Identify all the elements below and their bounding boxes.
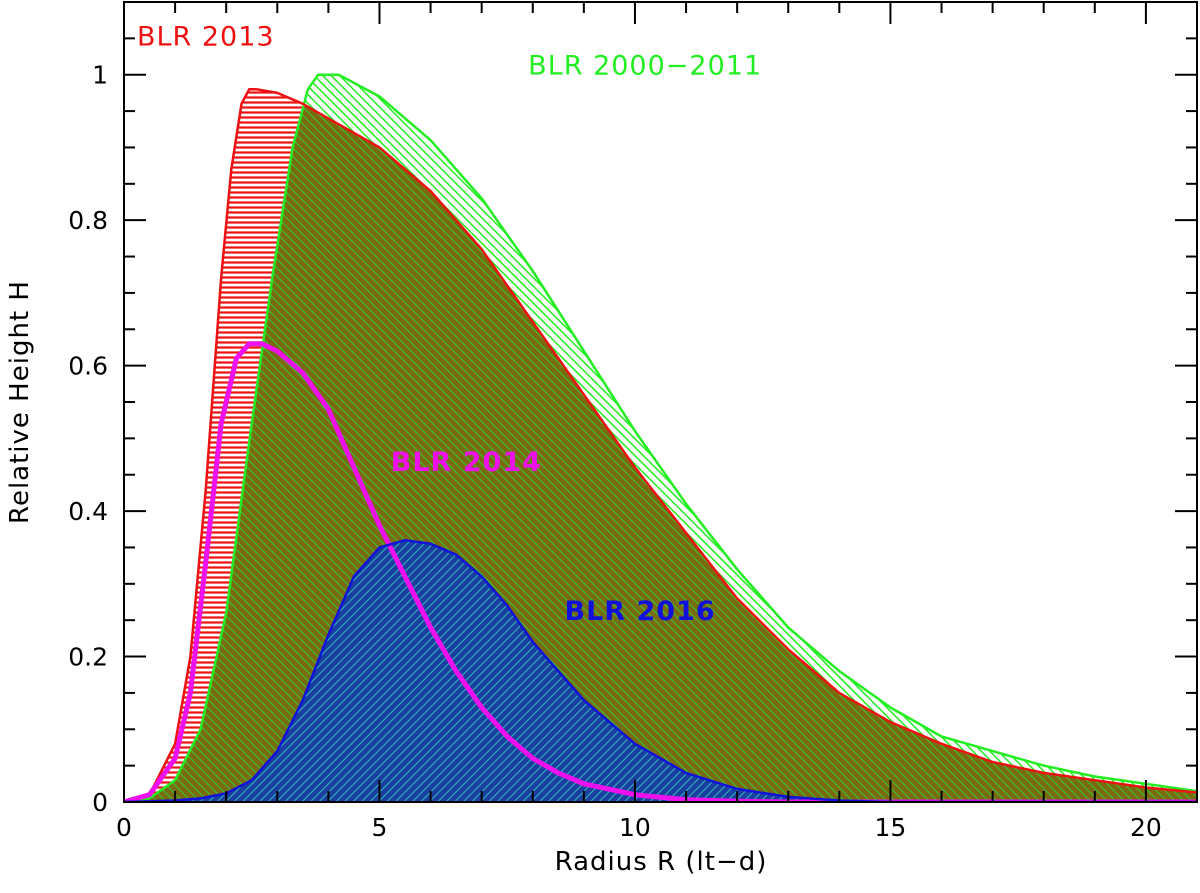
line-blr-2000-2011 — [124, 73, 1197, 802]
label-blr-2014: BLR 2014 — [391, 447, 542, 478]
y-tick-label: 0.4 — [68, 497, 108, 526]
line-blr-2014 — [124, 341, 1197, 802]
y-tick-label: 1 — [92, 61, 108, 90]
x-tick-label: 20 — [1130, 813, 1162, 842]
axis-tick-labels: 0 5 10 15 20 0 0.2 0.4 0.6 0.8 1 — [68, 61, 1162, 842]
y-tick-label: 0.6 — [68, 352, 108, 381]
y-tick-label: 0 — [92, 788, 108, 817]
x-axis-title: Radius R (lt−d) — [555, 847, 768, 877]
y-tick-label: 0.8 — [68, 206, 108, 235]
series-lines — [124, 73, 1197, 802]
label-blr-2013: BLR 2013 — [137, 22, 275, 53]
x-tick-label: 15 — [875, 813, 907, 842]
area-blr-2016 — [124, 540, 1197, 802]
area-overlap — [124, 106, 1197, 802]
series-annotations: BLR 2013 BLR 2000−2011 BLR 2014 BLR 2016 — [137, 22, 762, 628]
label-blr-2000-2011: BLR 2000−2011 — [528, 51, 762, 82]
line-blr-2016 — [124, 538, 1197, 802]
y-tick-label: 0.2 — [68, 643, 108, 672]
x-tick-label: 10 — [619, 813, 651, 842]
label-blr-2016: BLR 2016 — [564, 596, 715, 627]
x-tick-label: 5 — [372, 813, 388, 842]
y-axis-title: Relative Height H — [5, 280, 35, 524]
line-blr-2013 — [124, 88, 1197, 802]
axis-ticks — [123, 1, 1198, 803]
x-tick-label: 0 — [116, 813, 132, 842]
plot-area — [124, 74, 1197, 802]
